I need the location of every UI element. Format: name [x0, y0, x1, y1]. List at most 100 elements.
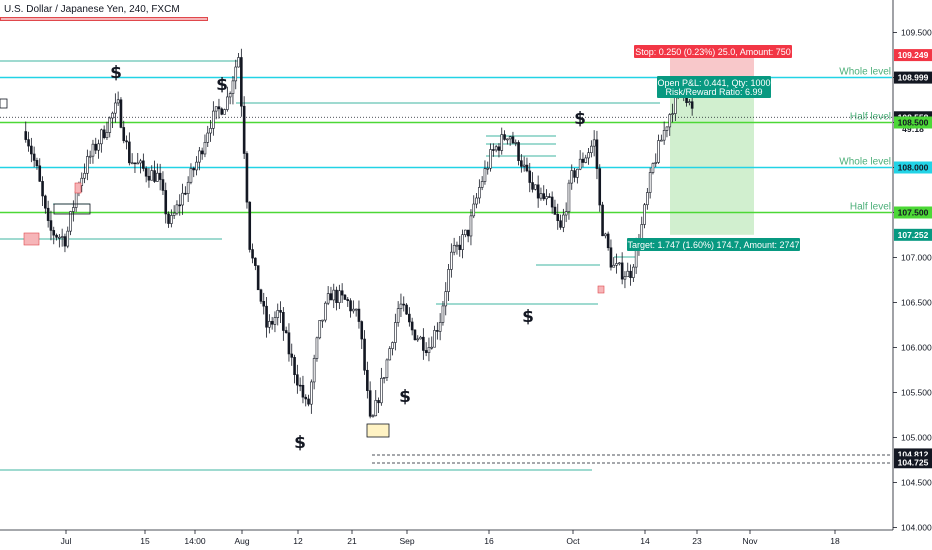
candle-body	[536, 184, 540, 199]
candle-body	[164, 190, 168, 215]
highlight-box	[0, 98, 8, 109]
candle-body	[116, 99, 120, 104]
symbol-title[interactable]: U.S. Dollar / Japanese Yen, 240, FXCM	[4, 4, 180, 15]
candle-body	[122, 127, 126, 142]
level-label: Half level	[850, 202, 891, 213]
x-tick-label: 12	[293, 536, 303, 546]
candle-body	[242, 105, 246, 154]
dollar-annotation: $	[522, 307, 534, 327]
candle-body	[83, 172, 86, 179]
price-badge	[894, 228, 932, 241]
candle-body	[49, 220, 53, 231]
candle-body	[223, 109, 226, 115]
candle-body	[254, 257, 257, 266]
candle-body	[452, 245, 456, 253]
candle-body	[41, 181, 44, 197]
dollar-annotation: $	[110, 63, 122, 83]
candle-body	[128, 141, 131, 164]
candle-body	[688, 101, 691, 103]
candle-body	[114, 102, 117, 114]
candle-body	[472, 203, 476, 217]
candle-body	[133, 162, 137, 165]
candle-body	[270, 321, 274, 325]
candle-body	[338, 290, 341, 303]
candle-body	[195, 161, 198, 171]
candle-body	[175, 204, 179, 214]
candle-body	[648, 172, 652, 193]
candle-body	[206, 132, 210, 143]
candle-body	[419, 336, 422, 340]
candle-body	[156, 172, 159, 182]
candle-body	[497, 146, 501, 151]
candle-body	[374, 400, 378, 417]
candle-body	[363, 338, 366, 371]
candle-body	[564, 211, 568, 216]
x-tick-label: 21	[347, 536, 357, 546]
candle-body	[262, 301, 266, 307]
highlight-box	[53, 203, 91, 215]
candle-body	[72, 207, 75, 212]
x-tick-label: 14	[640, 536, 650, 546]
candle-body	[352, 308, 355, 312]
candle-body	[276, 310, 280, 318]
candle-body	[402, 303, 406, 306]
candle-body	[30, 145, 33, 155]
candle-body	[368, 390, 372, 417]
candle-body	[590, 145, 593, 154]
dollar-annotation: $	[216, 75, 228, 95]
candle-body	[147, 175, 151, 181]
price-badge-label: 108.000	[898, 163, 929, 173]
y-tick-label: 106.000	[901, 343, 932, 353]
candle-body	[578, 158, 582, 170]
candle-body	[346, 299, 350, 301]
candle-body	[200, 150, 204, 155]
candle-body	[318, 320, 322, 339]
candle-body	[433, 330, 436, 348]
candle-body	[186, 181, 190, 194]
x-tick-label: 14:00	[184, 536, 206, 546]
candle-body	[492, 149, 495, 151]
candle-body	[158, 172, 162, 180]
candle-body	[556, 214, 560, 222]
candle-body	[209, 128, 212, 134]
candle-body	[301, 385, 305, 398]
candle-body	[455, 244, 459, 247]
candle-body	[413, 329, 417, 341]
candle-body	[167, 213, 170, 224]
candle-body	[332, 289, 336, 301]
candle-body	[335, 289, 338, 303]
price-badge-label: 108.999	[898, 73, 929, 83]
target-label-bg	[627, 238, 800, 251]
stop-label-bg	[634, 45, 792, 58]
candle-body	[349, 300, 352, 312]
candle-body	[528, 170, 532, 183]
candle-body	[60, 236, 64, 238]
highlight-box	[597, 285, 605, 294]
candle-body	[522, 164, 526, 167]
price-badge-label: 49:18	[902, 124, 924, 134]
price-badge-label: 104.812	[898, 449, 929, 459]
candle-body	[63, 236, 67, 247]
candle-body	[377, 400, 380, 404]
candle-body	[198, 150, 201, 163]
candle-body	[142, 160, 145, 169]
candle-body	[576, 168, 579, 178]
risk-reward-label: Risk/Reward Ratio: 6.99	[665, 87, 762, 97]
candle-body	[189, 168, 193, 183]
candle-body	[430, 346, 434, 349]
candle-body	[248, 201, 252, 250]
candle-body	[690, 101, 694, 109]
candle-body	[424, 350, 428, 353]
candle-body	[312, 358, 316, 383]
x-tick-label: Oct	[566, 536, 580, 546]
candle-body	[626, 270, 630, 278]
candle-body	[296, 374, 299, 386]
candle-body	[220, 108, 224, 115]
x-tick-label: 15	[140, 536, 150, 546]
candle-body	[315, 337, 319, 359]
candle-body	[27, 139, 30, 147]
candle-body	[657, 140, 660, 163]
candle-body	[612, 264, 616, 268]
